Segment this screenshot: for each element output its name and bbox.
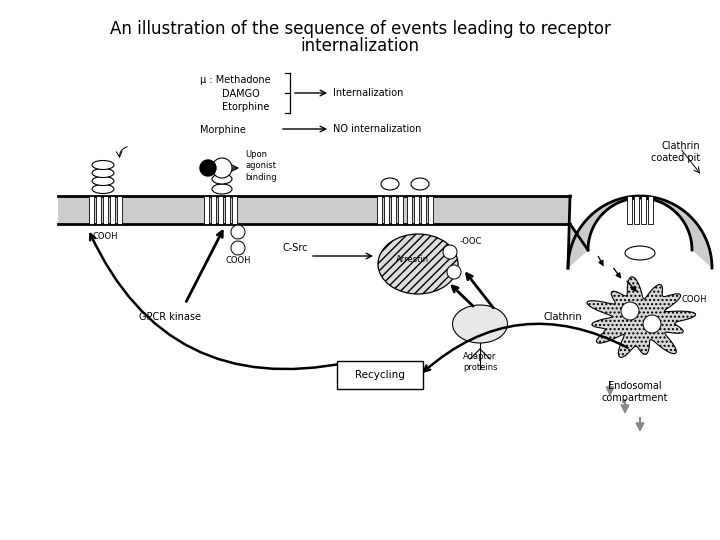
Text: COOH: COOH — [682, 294, 708, 303]
Bar — [634, 196, 639, 224]
Bar — [96, 196, 101, 224]
Bar — [648, 196, 653, 224]
Circle shape — [231, 241, 245, 255]
Bar — [641, 196, 646, 224]
Text: Clathrin: Clathrin — [543, 312, 582, 322]
Ellipse shape — [381, 178, 399, 190]
Bar — [204, 196, 209, 224]
Ellipse shape — [411, 178, 429, 190]
Text: P: P — [235, 245, 240, 251]
Text: An illustration of the sequence of events leading to receptor: An illustration of the sequence of event… — [109, 20, 611, 38]
Bar — [89, 196, 94, 224]
Ellipse shape — [378, 234, 458, 294]
Text: NO internalization: NO internalization — [333, 124, 421, 134]
Text: GPCR kinase: GPCR kinase — [139, 312, 201, 322]
Text: Adaptor
proteins: Adaptor proteins — [463, 352, 498, 372]
Text: COOH: COOH — [92, 232, 118, 241]
Circle shape — [643, 315, 661, 333]
Text: P: P — [451, 269, 456, 275]
Bar — [102, 196, 107, 224]
Bar — [210, 196, 215, 224]
Text: Endosomal
compartment: Endosomal compartment — [602, 381, 668, 403]
Ellipse shape — [92, 168, 114, 178]
Text: COOH: COOH — [225, 256, 251, 265]
Polygon shape — [568, 196, 712, 268]
Circle shape — [231, 225, 245, 239]
Text: Clathrin
coated pit: Clathrin coated pit — [651, 141, 700, 163]
Text: P: P — [235, 229, 240, 235]
Bar — [414, 196, 419, 224]
Bar — [421, 196, 426, 224]
Bar — [217, 196, 222, 224]
Text: -OOC: -OOC — [460, 238, 482, 246]
Ellipse shape — [212, 184, 232, 194]
Text: μ : Methadone: μ : Methadone — [200, 75, 271, 85]
Text: C-Src: C-Src — [282, 243, 308, 253]
Text: DAMGO: DAMGO — [222, 89, 260, 99]
Bar — [384, 196, 389, 224]
Bar — [232, 196, 236, 224]
FancyBboxPatch shape — [337, 361, 423, 389]
Circle shape — [443, 245, 457, 259]
Circle shape — [212, 158, 232, 178]
Bar — [117, 196, 122, 224]
Text: Arrestin: Arrestin — [397, 254, 430, 264]
Ellipse shape — [625, 246, 655, 260]
Text: P: P — [447, 249, 453, 255]
Text: Upon
agonist
binding: Upon agonist binding — [245, 151, 276, 181]
Ellipse shape — [92, 177, 114, 186]
Bar — [398, 196, 403, 224]
Ellipse shape — [212, 174, 232, 184]
Circle shape — [447, 265, 461, 279]
Circle shape — [621, 302, 639, 320]
Ellipse shape — [452, 305, 508, 343]
Polygon shape — [587, 277, 696, 357]
Bar — [391, 196, 396, 224]
Bar — [225, 196, 230, 224]
Ellipse shape — [92, 185, 114, 193]
Bar — [109, 196, 114, 224]
Ellipse shape — [92, 160, 114, 170]
Ellipse shape — [212, 164, 232, 174]
Text: Recycling: Recycling — [355, 370, 405, 380]
Bar — [58, 196, 570, 224]
Text: Internalization: Internalization — [333, 88, 403, 98]
Bar — [428, 196, 433, 224]
Bar — [627, 196, 632, 224]
Text: Etorphine: Etorphine — [222, 102, 269, 112]
Text: P: P — [627, 308, 633, 314]
Circle shape — [200, 160, 216, 176]
Text: Morphine: Morphine — [200, 125, 246, 135]
Text: P: P — [649, 321, 654, 327]
Text: internalization: internalization — [300, 37, 420, 55]
Bar — [377, 196, 382, 224]
Polygon shape — [568, 196, 588, 268]
Bar — [407, 196, 412, 224]
